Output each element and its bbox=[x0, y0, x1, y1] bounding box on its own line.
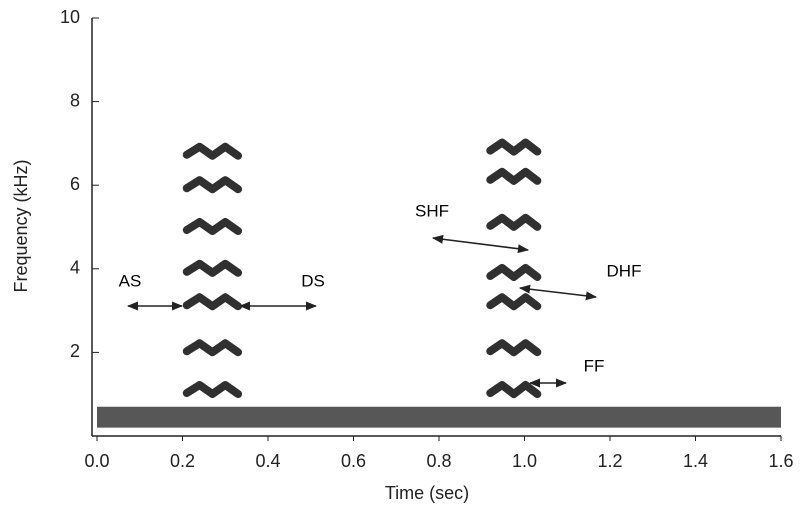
harmonic bbox=[182, 293, 243, 311]
harmonic bbox=[486, 167, 542, 185]
harmonic bbox=[182, 142, 243, 160]
harmonic bbox=[182, 259, 243, 277]
annotation: FF bbox=[584, 356, 605, 375]
harmonic bbox=[486, 293, 542, 311]
annotation: DS bbox=[301, 271, 325, 290]
x-tick-label: 0.4 bbox=[255, 451, 280, 471]
x-axis-label: Time (sec) bbox=[385, 483, 469, 503]
y-tick-label: 8 bbox=[70, 90, 80, 110]
y-tick-label: 6 bbox=[70, 174, 80, 194]
annotation: DHF bbox=[607, 261, 642, 280]
annotation: AS bbox=[119, 271, 142, 290]
x-tick-label: 0.6 bbox=[341, 451, 366, 471]
x-tick-label: 1.4 bbox=[683, 451, 708, 471]
noise-band bbox=[97, 406, 781, 428]
x-tick-label: 0.2 bbox=[170, 451, 195, 471]
y-axis-label: Frequency (kHz) bbox=[11, 159, 31, 292]
harmonic bbox=[486, 138, 542, 156]
y-tick-label: 10 bbox=[60, 7, 80, 27]
x-tick-label: 0.0 bbox=[84, 451, 109, 471]
harmonic bbox=[486, 213, 542, 231]
harmonic bbox=[486, 339, 542, 357]
harmonic bbox=[182, 218, 243, 235]
x-tick-label: 1.0 bbox=[512, 451, 537, 471]
plot-area bbox=[97, 138, 781, 428]
harmonic bbox=[182, 176, 243, 194]
y-tick-label: 4 bbox=[70, 258, 80, 278]
harmonic bbox=[182, 339, 243, 357]
annotation-arrow bbox=[431, 234, 530, 254]
x-tick-label: 0.8 bbox=[426, 451, 451, 471]
x-tick-label: 1.6 bbox=[768, 451, 793, 471]
harmonic bbox=[486, 263, 542, 281]
x-tick-label: 1.2 bbox=[597, 451, 622, 471]
annotation: SHF bbox=[415, 201, 449, 220]
y-tick-label: 2 bbox=[70, 341, 80, 361]
annotation-arrow bbox=[518, 284, 598, 301]
harmonic bbox=[182, 381, 243, 399]
harmonic bbox=[486, 381, 542, 399]
